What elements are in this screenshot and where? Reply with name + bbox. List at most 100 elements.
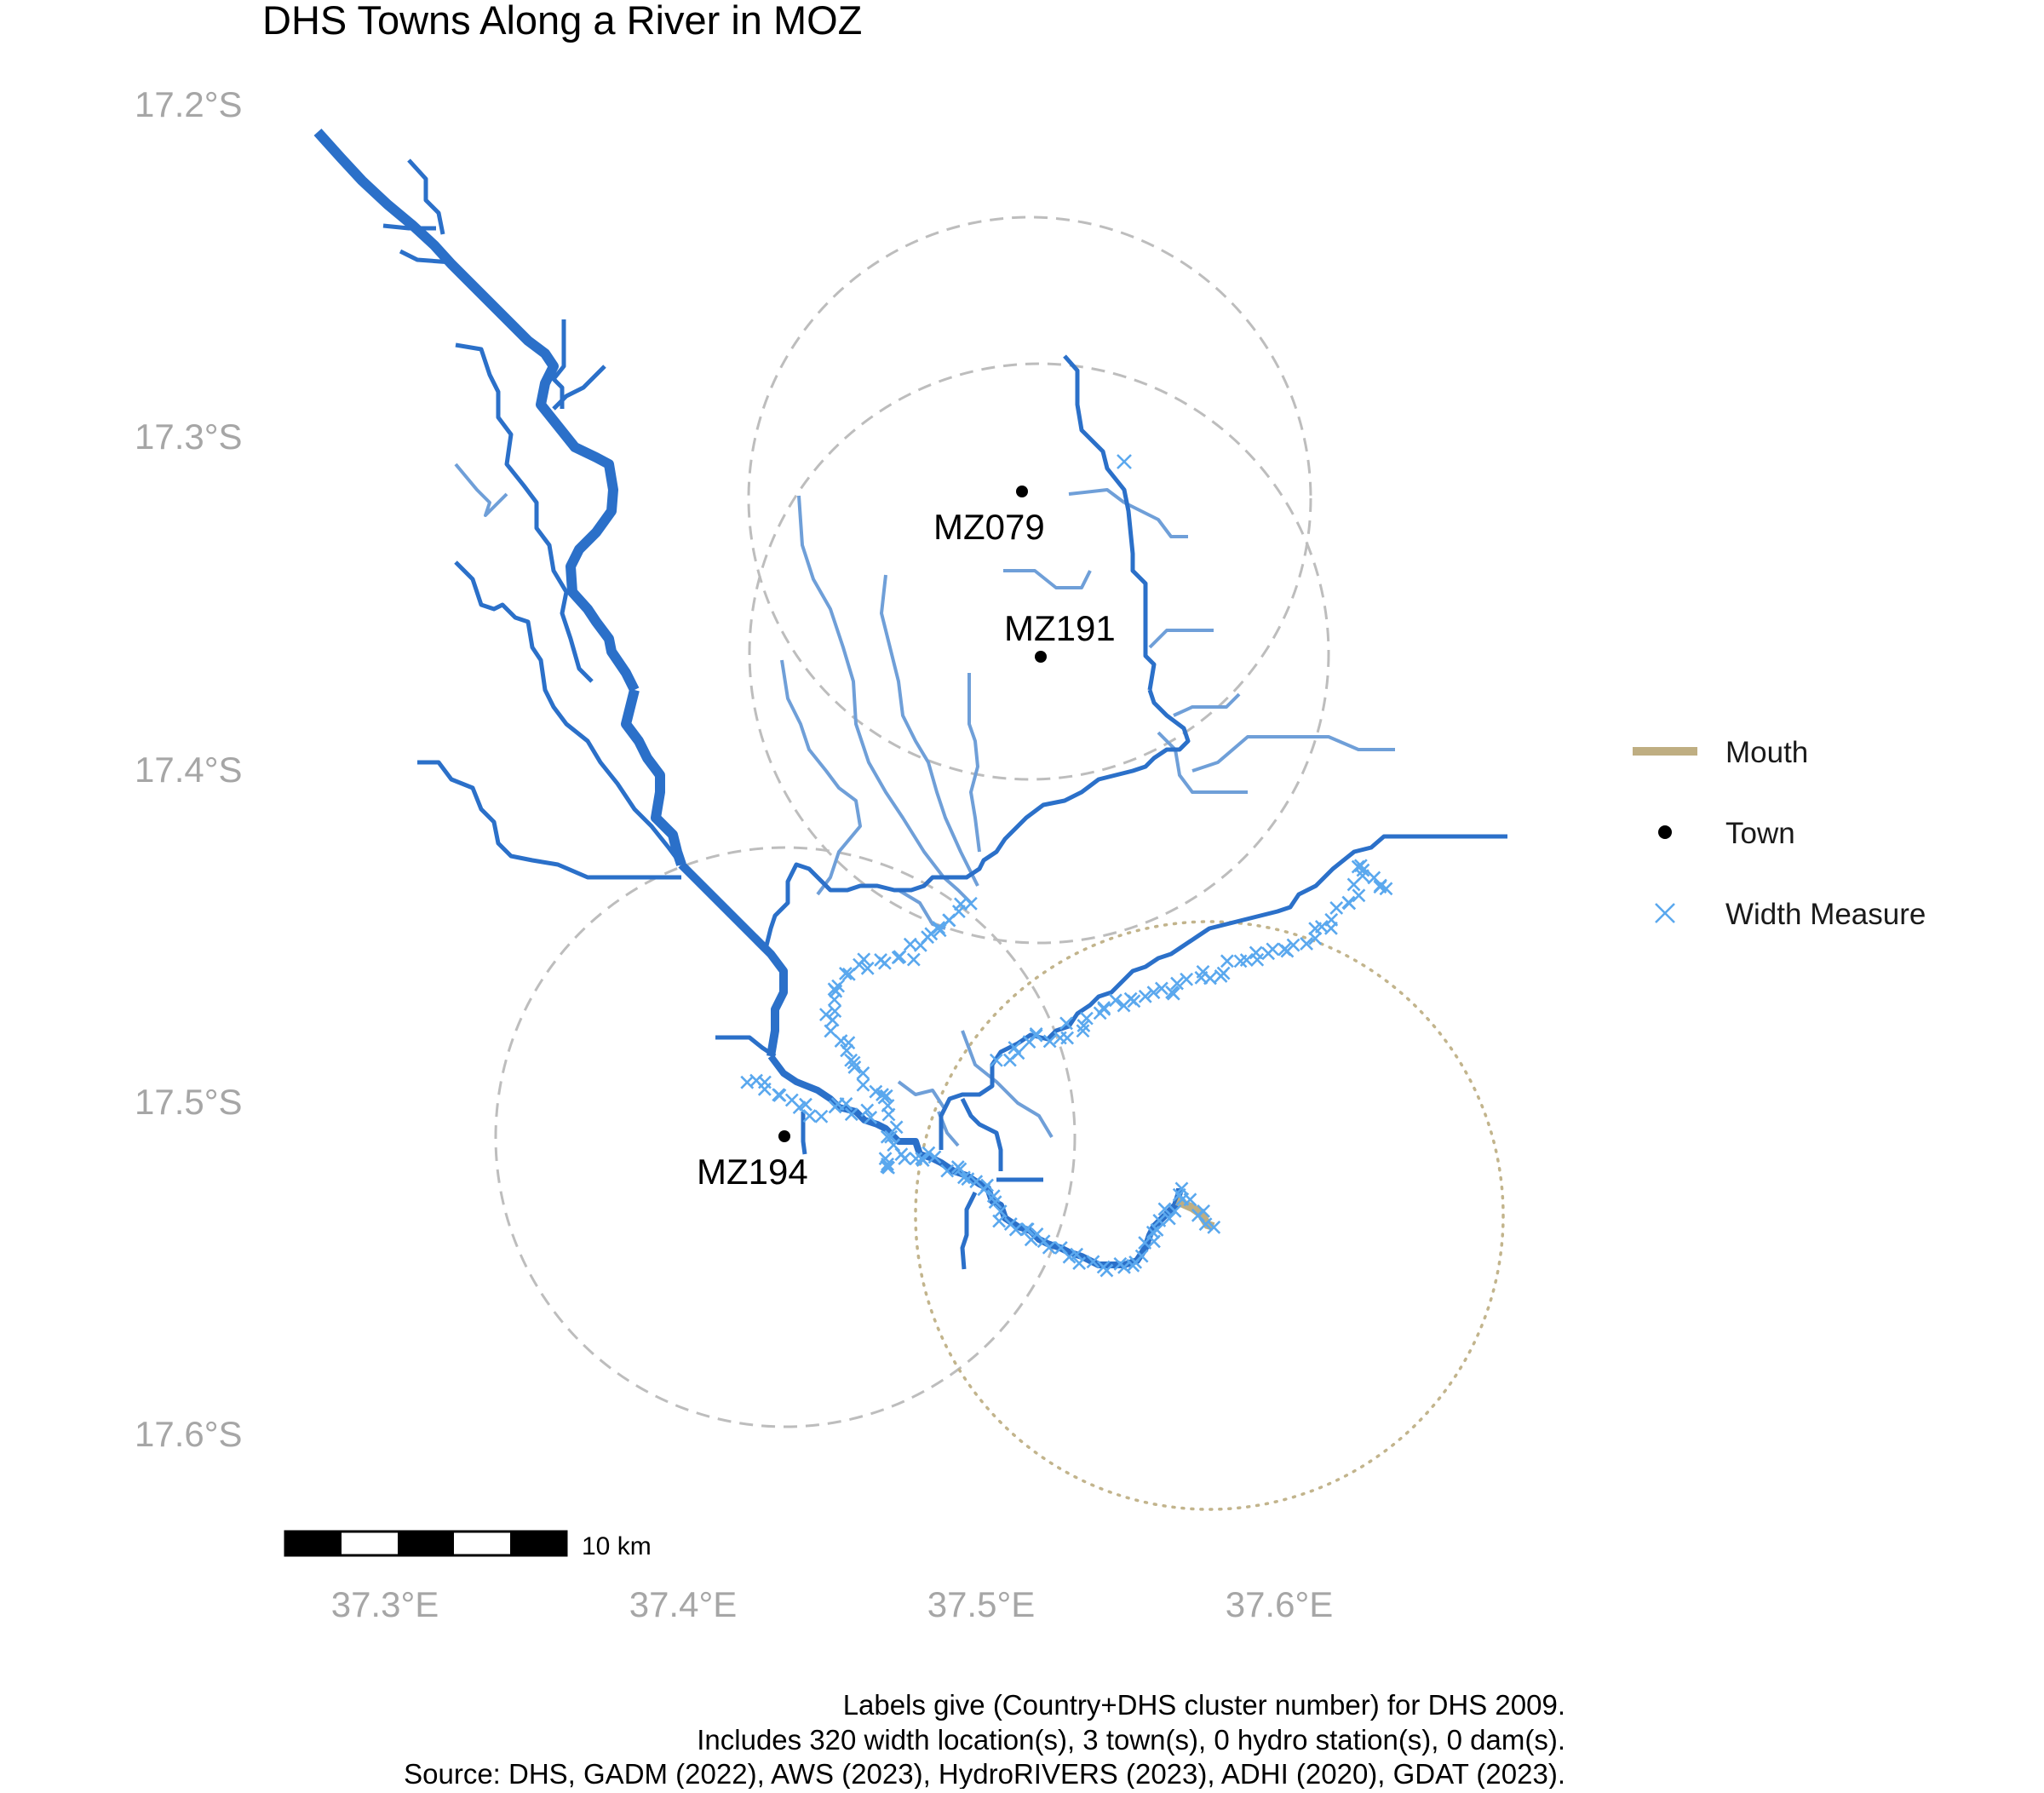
x-tick-label: 37.6°E <box>1226 1584 1334 1624</box>
width-measure-marker <box>814 1109 829 1123</box>
river-segment <box>454 463 508 517</box>
caption-line: Labels give (Country+DHS cluster number)… <box>843 1689 1565 1721</box>
y-tick-label: 17.4°S <box>135 750 243 790</box>
width-measure-marker <box>884 1129 898 1144</box>
width-measure-marker <box>1086 1255 1100 1269</box>
width-measure-marker <box>1170 976 1184 991</box>
width-measure-marker <box>1070 1247 1084 1261</box>
width-measure-marker <box>1022 1035 1036 1049</box>
town-label: MZ079 <box>933 507 1045 547</box>
mouth-buffer-circle <box>914 920 1505 1511</box>
width-measure-marker <box>1308 922 1323 936</box>
x-tick-label: 37.4°E <box>629 1584 738 1624</box>
width-measure-marker <box>927 1150 942 1164</box>
width-measure-marker <box>1198 1217 1213 1232</box>
width-measure-marker <box>1100 1263 1114 1278</box>
width-measure-marker <box>1379 882 1393 896</box>
width-measure-marker <box>827 982 841 997</box>
width-measure-marker <box>824 1024 838 1038</box>
width-measure-marker <box>860 1103 875 1118</box>
width-measure-marker <box>1154 981 1168 996</box>
width-measure-marker <box>1020 1222 1035 1236</box>
y-tick-label: 17.6°S <box>135 1414 243 1454</box>
main-river-trunk <box>313 128 640 692</box>
town-buffer-circle <box>494 846 1077 1428</box>
caption: Labels give (Country+DHS cluster number)… <box>404 1689 1565 1790</box>
width-measure-marker <box>956 1170 971 1185</box>
legend: Mouth Town Width Measure <box>1633 736 1926 931</box>
width-measure-marker <box>1042 1034 1057 1049</box>
width-measure-marker <box>1342 896 1357 911</box>
x-axis-labels: 37.3°E 37.4°E 37.5°E 37.6°E <box>331 1584 1334 1624</box>
width-measure-marker <box>989 1053 1003 1067</box>
width-measure-marker <box>856 1066 870 1080</box>
y-tick-label: 17.2°S <box>135 84 243 124</box>
width-measure-marker <box>1346 877 1361 892</box>
width-measure-marker <box>1329 901 1344 915</box>
river-segment <box>801 1112 807 1155</box>
width-measure-marker <box>1165 986 1179 999</box>
width-measure-marker <box>841 1036 856 1050</box>
river-segment <box>1157 731 1248 794</box>
x-tick-label: 37.5°E <box>927 1584 1036 1624</box>
river-segment <box>897 1080 945 1109</box>
legend-town-key <box>1658 825 1672 839</box>
width-measure-marker <box>992 1214 1007 1228</box>
width-measure-marker <box>1207 1220 1221 1234</box>
main-river-trunk <box>767 1054 1183 1268</box>
width-measure-marker <box>844 1107 858 1122</box>
town-point <box>1016 486 1028 497</box>
river-segment <box>417 760 681 880</box>
width-measure-marker <box>1168 1204 1182 1218</box>
width-measure-marker <box>802 1109 817 1123</box>
width-measure-marker <box>893 950 907 964</box>
legend-width-measure-label: Width Measure <box>1725 898 1926 931</box>
river-segment <box>797 495 973 905</box>
width-measure-marker <box>887 1138 901 1152</box>
river-segment <box>1068 488 1126 504</box>
width-measure-marker <box>1308 931 1323 945</box>
width-measure-marker <box>1062 1250 1077 1264</box>
river-segment <box>407 158 445 235</box>
width-measure-marker <box>1157 1202 1172 1216</box>
width-measure-marker <box>1002 1053 1017 1067</box>
width-measure-marker <box>827 992 841 1007</box>
width-measure-marker <box>881 1107 896 1122</box>
map-title: DHS Towns Along a River in MOZ <box>262 0 862 43</box>
width-measure-marker <box>1138 989 1152 1003</box>
river-segment <box>961 1030 1054 1139</box>
river-segment <box>1173 692 1241 717</box>
river-segment <box>880 574 979 887</box>
width-measure-marker <box>1183 1192 1197 1207</box>
width-measure-marker <box>881 1157 894 1171</box>
river-segment <box>939 834 1507 1150</box>
width-measure-marker <box>1300 936 1313 951</box>
width-measure-marker <box>1008 1222 1023 1237</box>
width-measure-marker <box>963 896 978 911</box>
width-measure-marker <box>1072 1256 1087 1271</box>
river-segment <box>960 1191 978 1270</box>
width-measure-marker <box>1042 1240 1056 1255</box>
caption-line: Source: DHS, GADM (2022), AWS (2023), Hy… <box>404 1758 1565 1789</box>
main-river-trunk <box>621 688 686 866</box>
width-measure-marker <box>1008 1041 1022 1055</box>
town-point <box>1035 651 1047 663</box>
width-measure-markers <box>740 454 1393 1278</box>
width-measure-marker <box>772 1088 786 1102</box>
width-measure-marker <box>799 1097 812 1112</box>
width-measure-marker <box>757 1082 772 1096</box>
town-buffer-circle <box>747 216 1312 781</box>
width-measure-marker <box>1076 1024 1090 1038</box>
y-tick-label: 17.3°S <box>135 417 243 457</box>
width-measure-marker <box>880 1129 894 1144</box>
width-measure-marker <box>1053 1031 1067 1045</box>
width-measure-marker <box>1117 454 1132 469</box>
width-measure-marker <box>906 952 921 967</box>
legend-width-measure-key <box>1655 903 1675 923</box>
width-measure-marker <box>894 1147 909 1162</box>
width-measure-marker <box>1146 986 1161 1000</box>
town-buffer-circle <box>748 362 1330 945</box>
scale-bar: 10 km <box>284 1530 652 1560</box>
